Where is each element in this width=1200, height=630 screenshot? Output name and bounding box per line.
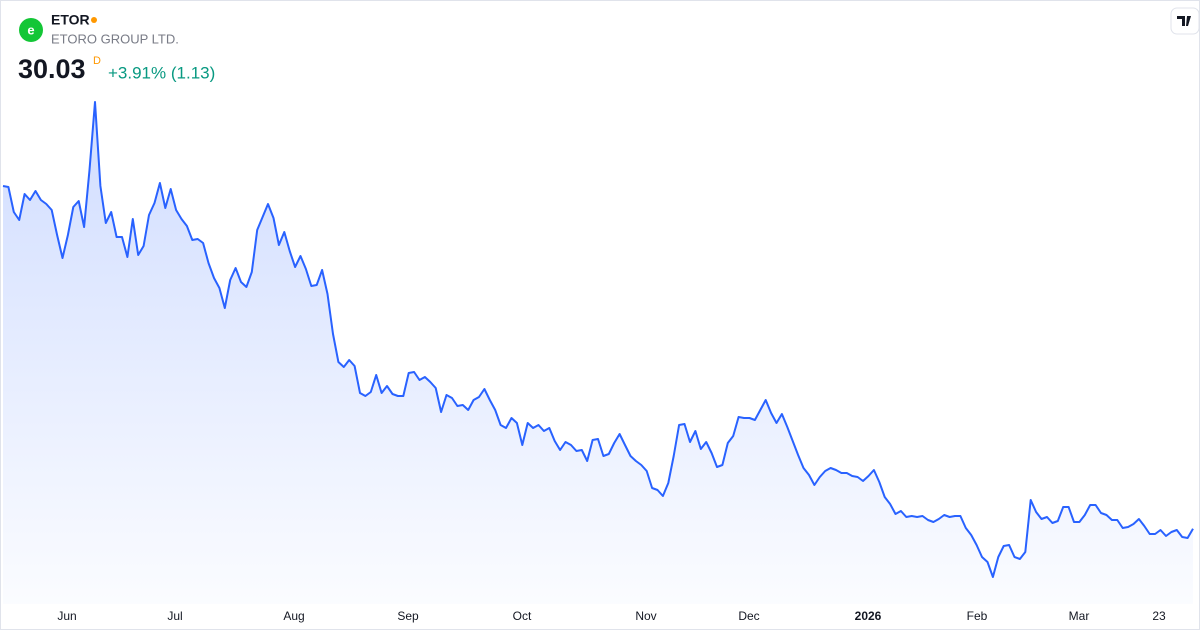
logo — [19, 18, 43, 42]
tv-logo — [1177, 16, 1191, 26]
x-tick-label: Oct — [513, 609, 532, 623]
x-tick-label: Dec — [738, 609, 759, 623]
x-tick-label: 2026 — [855, 609, 882, 623]
x-tick-label: Nov — [635, 609, 656, 623]
x-tick-label: 23 — [1152, 609, 1166, 623]
x-tick-label: Feb — [967, 609, 988, 623]
x-tick-label: Aug — [283, 609, 304, 623]
x-tick-label: Sep — [397, 609, 419, 623]
logo-mark: e — [27, 22, 34, 37]
x-tick-label: Jun — [57, 609, 76, 623]
price: 30.03 — [18, 54, 86, 84]
price-line — [2, 101, 1194, 578]
status-dot — [91, 17, 97, 23]
symbol: ETOR — [51, 12, 90, 28]
change: +3.91% (1.13) — [108, 63, 215, 82]
company: ETORO GROUP LTD. — [51, 31, 179, 46]
x-tick-label: Jul — [167, 609, 182, 623]
x-tick-label: Mar — [1069, 609, 1090, 623]
interval: D — [93, 55, 101, 67]
area — [3, 102, 1193, 604]
